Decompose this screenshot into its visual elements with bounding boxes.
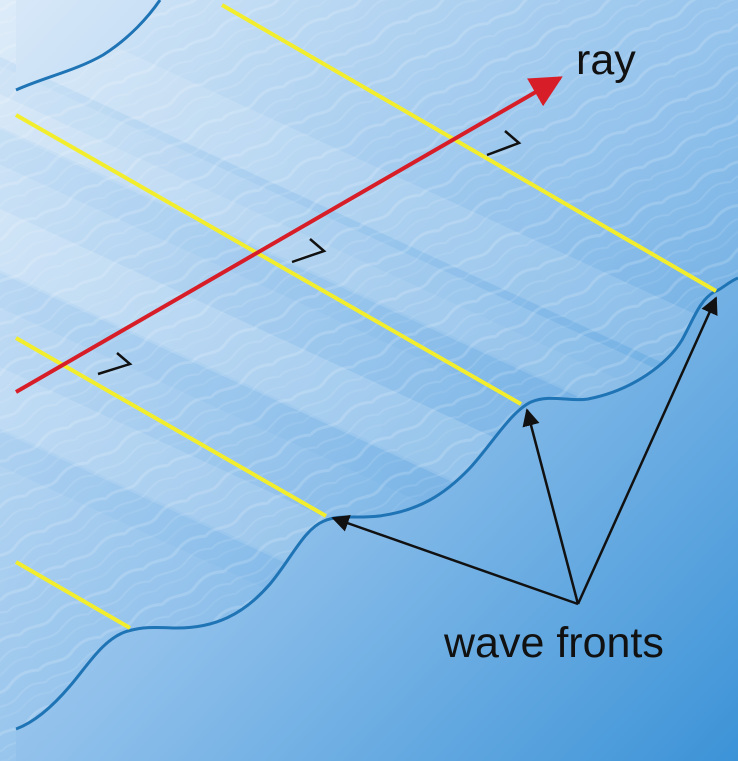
wave-front-line	[220, 3, 718, 293]
wave-front-pointer-arrow	[522, 408, 580, 605]
wave-front-pointer-arrow	[331, 514, 579, 606]
wave-front-line	[15, 336, 327, 518]
wave-front-pointer-arrow	[576, 296, 718, 605]
right-angle-marker	[486, 130, 522, 157]
wave-edge-top	[15, 0, 162, 92]
wave-front-line	[15, 113, 522, 406]
ray-arrow	[15, 76, 563, 394]
right-angle-marker	[97, 352, 133, 376]
wave-front-line	[14, 560, 132, 630]
right-angle-marker	[291, 238, 327, 264]
ray-label: ray	[576, 36, 636, 84]
wave-fronts-label: wave fronts	[444, 619, 664, 667]
wave-edge-profile	[15, 276, 738, 731]
